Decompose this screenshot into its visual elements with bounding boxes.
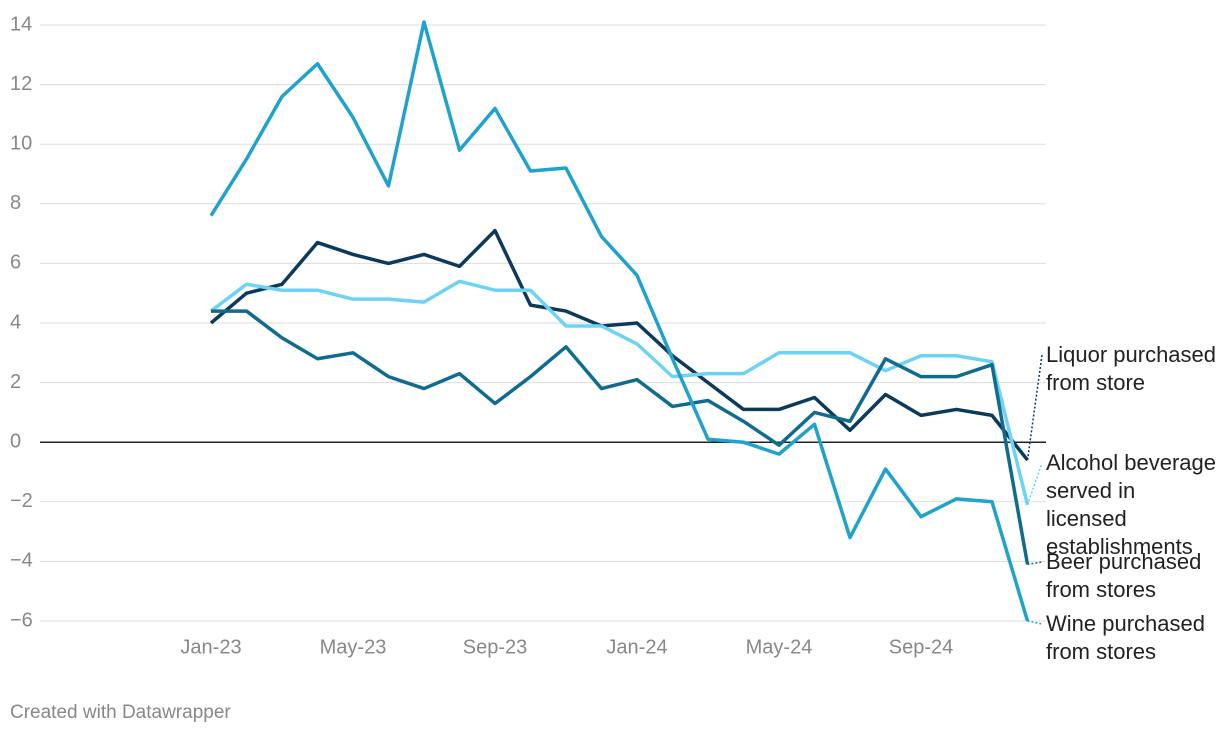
y-tick-label: 2: [10, 371, 21, 393]
x-tick-label: Sep-24: [889, 636, 954, 658]
y-tick-label: 8: [10, 192, 21, 214]
series-line: [209, 228, 1029, 462]
x-tick-label: Sep-23: [463, 636, 528, 658]
y-tick-label: 12: [10, 73, 32, 95]
x-tick-label: Jan-24: [606, 636, 667, 658]
y-tick-label: −2: [10, 490, 33, 512]
series-line: [211, 309, 1030, 565]
series-line: [209, 20, 1030, 622]
series-label: Beer purchased from stores: [1046, 549, 1202, 602]
y-tick-label: 4: [10, 311, 21, 333]
label-connector: [1027, 561, 1043, 566]
footer: Created with Datawrapper: [10, 702, 231, 723]
y-tick-label: −6: [10, 609, 33, 631]
series-label: Wine purchased from stores: [1046, 611, 1205, 664]
y-tick-label: −4: [10, 550, 33, 572]
x-tick-label: Jan-23: [180, 636, 241, 658]
label-connector: [1026, 462, 1043, 506]
x-tick-label: May-23: [320, 636, 387, 658]
y-tick-label: 0: [10, 430, 21, 452]
label-connector: [1027, 620, 1043, 625]
series-label: Liquor purchased from store: [1046, 342, 1217, 395]
y-tick-label: 6: [10, 252, 21, 274]
y-tick-label: 10: [10, 132, 32, 154]
y-tick-label: 14: [10, 13, 32, 35]
series-line: [209, 279, 1030, 506]
series-label: Alcohol beverage served in licensed esta…: [1046, 450, 1217, 559]
x-tick-label: May-24: [746, 636, 813, 658]
label-connector: [1026, 354, 1043, 461]
